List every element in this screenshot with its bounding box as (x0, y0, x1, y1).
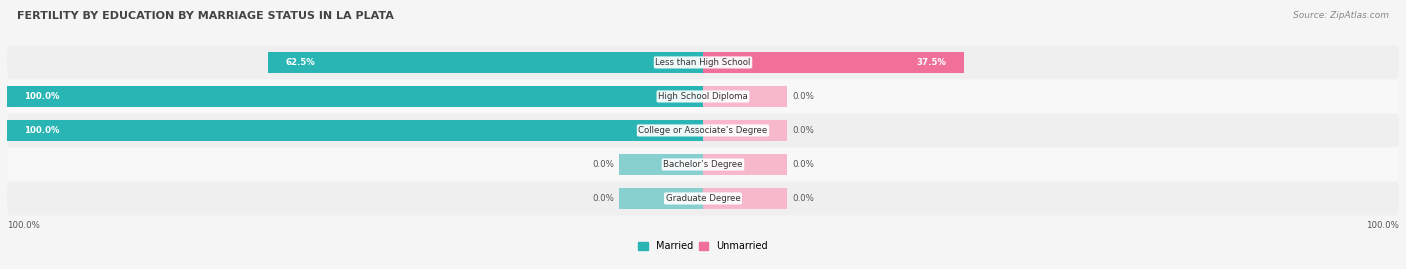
Bar (620, 188, 703, 209)
FancyBboxPatch shape (7, 114, 1399, 147)
Text: 0.0%: 0.0% (592, 194, 614, 203)
Text: 100.0%: 100.0% (1367, 221, 1399, 229)
Text: 0.0%: 0.0% (592, 160, 614, 169)
FancyBboxPatch shape (7, 45, 1399, 79)
Bar (7, 120, 703, 141)
FancyBboxPatch shape (7, 182, 1399, 215)
Legend: Married, Unmarried: Married, Unmarried (634, 238, 772, 255)
Text: Source: ZipAtlas.com: Source: ZipAtlas.com (1294, 11, 1389, 20)
FancyBboxPatch shape (7, 147, 1399, 182)
Text: FERTILITY BY EDUCATION BY MARRIAGE STATUS IN LA PLATA: FERTILITY BY EDUCATION BY MARRIAGE STATU… (17, 11, 394, 21)
FancyBboxPatch shape (7, 79, 1399, 114)
Bar (620, 154, 703, 175)
Text: 62.5%: 62.5% (285, 58, 315, 67)
Bar (269, 52, 703, 73)
Text: High School Diploma: High School Diploma (658, 92, 748, 101)
Text: Graduate Degree: Graduate Degree (665, 194, 741, 203)
Text: Bachelor’s Degree: Bachelor’s Degree (664, 160, 742, 169)
Text: 37.5%: 37.5% (917, 58, 946, 67)
Bar (7, 86, 703, 107)
Text: 0.0%: 0.0% (792, 194, 814, 203)
Bar (703, 120, 786, 141)
Text: 100.0%: 100.0% (7, 221, 39, 229)
Text: 100.0%: 100.0% (24, 126, 60, 135)
Text: College or Associate’s Degree: College or Associate’s Degree (638, 126, 768, 135)
Bar (703, 52, 965, 73)
Text: 100.0%: 100.0% (24, 92, 60, 101)
Bar (703, 154, 786, 175)
Bar (703, 86, 786, 107)
Bar (703, 188, 786, 209)
Text: 0.0%: 0.0% (792, 126, 814, 135)
Text: Less than High School: Less than High School (655, 58, 751, 67)
Text: 0.0%: 0.0% (792, 160, 814, 169)
Text: 0.0%: 0.0% (792, 92, 814, 101)
